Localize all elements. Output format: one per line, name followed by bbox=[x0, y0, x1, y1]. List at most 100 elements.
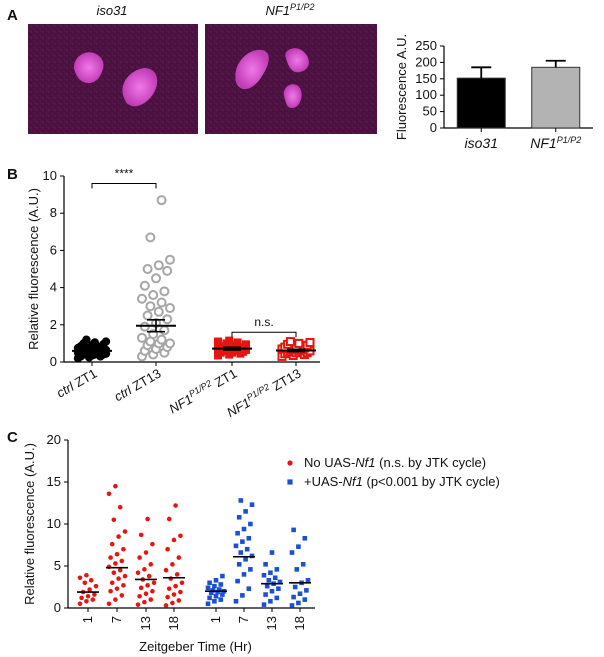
data-point-c bbox=[137, 555, 142, 560]
chart-c: 0 5 10 15 20 Relative fluorescence (A.U.) 1 7 13… bbox=[22, 432, 500, 654]
x-tick-label-sup: P1/P2 bbox=[557, 135, 582, 145]
y-tick-label-b: 4 bbox=[50, 280, 57, 295]
data-point-c bbox=[212, 584, 217, 589]
data-point-c bbox=[118, 505, 123, 510]
data-point-b bbox=[141, 282, 149, 290]
data-point-c bbox=[92, 592, 97, 597]
data-point-c bbox=[139, 533, 144, 538]
panel-letter-b: B bbox=[7, 166, 18, 183]
significance-label-b: n.s. bbox=[254, 315, 273, 329]
data-point-c bbox=[139, 586, 144, 591]
y-tick-label-b: 0 bbox=[50, 354, 57, 369]
data-point-b bbox=[307, 339, 314, 346]
data-point-b bbox=[146, 233, 154, 241]
data-point-c bbox=[152, 581, 157, 586]
data-point-c bbox=[142, 600, 147, 605]
data-point-c bbox=[113, 597, 118, 602]
y-tick-label-c: 5 bbox=[54, 558, 61, 573]
data-point-c bbox=[306, 578, 311, 583]
data-point-c bbox=[178, 590, 183, 595]
data-point-c bbox=[167, 586, 172, 591]
data-point-c bbox=[173, 584, 178, 589]
data-point-c bbox=[94, 584, 99, 589]
y-axis-label-b: Relative fluorescence (A.U.) bbox=[26, 188, 41, 350]
data-point-b bbox=[163, 267, 171, 275]
y-tick-label-b: 6 bbox=[50, 242, 57, 257]
legend-marker-c bbox=[287, 479, 292, 484]
data-point-c bbox=[265, 584, 270, 589]
data-point-b bbox=[102, 337, 110, 345]
micrograph-label-nf1: NF1P1/P2 bbox=[265, 2, 314, 18]
y-tick-label-a: 250 bbox=[415, 38, 437, 53]
data-point-c bbox=[237, 562, 242, 567]
data-point-c bbox=[107, 602, 112, 607]
data-point-b bbox=[144, 312, 152, 320]
data-point-c bbox=[178, 533, 183, 538]
y-tick-label-a: 50 bbox=[423, 104, 437, 119]
data-point-c bbox=[298, 591, 303, 596]
data-point-b bbox=[225, 337, 233, 345]
data-point-c bbox=[120, 559, 125, 564]
x-tick-label-c: 7 bbox=[109, 616, 124, 623]
data-point-c bbox=[214, 594, 219, 599]
data-point-c bbox=[245, 547, 250, 552]
y-axis-label-c: Relative fluorescence (A.U.) bbox=[22, 443, 37, 605]
data-point-c bbox=[206, 586, 211, 591]
data-point-c bbox=[113, 484, 118, 489]
x-tick-label-part: ZT1 bbox=[69, 366, 100, 392]
data-point-c bbox=[110, 542, 115, 547]
data-point-c bbox=[270, 589, 275, 594]
data-point-c bbox=[248, 522, 253, 527]
data-point-c bbox=[207, 596, 212, 601]
data-point-b bbox=[160, 326, 168, 334]
data-point-c bbox=[113, 561, 118, 566]
y-tick-label-a: 100 bbox=[415, 87, 437, 102]
data-point-c bbox=[293, 585, 298, 590]
data-point-c bbox=[86, 594, 91, 599]
y-tick-label-b: 2 bbox=[50, 317, 57, 332]
legend-label-part: Nf1 bbox=[355, 455, 375, 470]
data-point-c bbox=[110, 581, 115, 586]
data-point-c bbox=[84, 573, 89, 578]
x-tick-label-b: ctrl ZT13 bbox=[112, 366, 164, 405]
y-tick-label-a: 200 bbox=[415, 54, 437, 69]
y-tick-label-c: 20 bbox=[47, 432, 61, 447]
x-tick-label-c: 18 bbox=[292, 616, 307, 630]
data-point-c bbox=[79, 596, 84, 601]
legend-label-c: +UAS-Nf1 (p<0.001 by JTK cycle) bbox=[304, 474, 500, 489]
data-point-c bbox=[250, 502, 255, 507]
data-point-c bbox=[276, 586, 281, 591]
significance-bracket-b bbox=[92, 183, 156, 188]
data-point-c bbox=[237, 515, 242, 520]
y-tick-label-c: 10 bbox=[47, 516, 61, 531]
data-point-c bbox=[123, 529, 128, 534]
data-point-c bbox=[304, 588, 309, 593]
panel-letter-c: C bbox=[7, 429, 18, 446]
data-point-c bbox=[303, 597, 308, 602]
data-point-b bbox=[166, 339, 174, 347]
y-tick-label-a: 150 bbox=[415, 71, 437, 86]
data-point-c bbox=[275, 596, 280, 601]
data-point-c bbox=[263, 592, 268, 597]
data-point-b bbox=[155, 308, 163, 316]
data-point-c bbox=[275, 567, 280, 572]
data-point-c bbox=[243, 557, 248, 562]
data-point-c bbox=[290, 603, 295, 608]
significance-bracket-b bbox=[232, 332, 296, 337]
data-point-c bbox=[173, 503, 178, 508]
data-point-b bbox=[234, 338, 242, 346]
y-tick-label-b: 8 bbox=[50, 205, 57, 220]
data-point-c bbox=[248, 567, 253, 572]
data-point-c bbox=[108, 589, 113, 594]
micrograph-label-iso31: iso31 bbox=[96, 3, 127, 18]
x-axis-label-c: Zeitgeber Time (Hr) bbox=[139, 639, 252, 654]
data-point-c bbox=[234, 599, 239, 604]
data-point-c bbox=[91, 597, 96, 602]
data-point-c bbox=[87, 587, 92, 592]
y-tick-label-c: 15 bbox=[47, 474, 61, 489]
data-point-c bbox=[137, 594, 142, 599]
data-point-c bbox=[116, 534, 121, 539]
data-point-c bbox=[78, 602, 83, 607]
data-point-c bbox=[108, 555, 113, 560]
